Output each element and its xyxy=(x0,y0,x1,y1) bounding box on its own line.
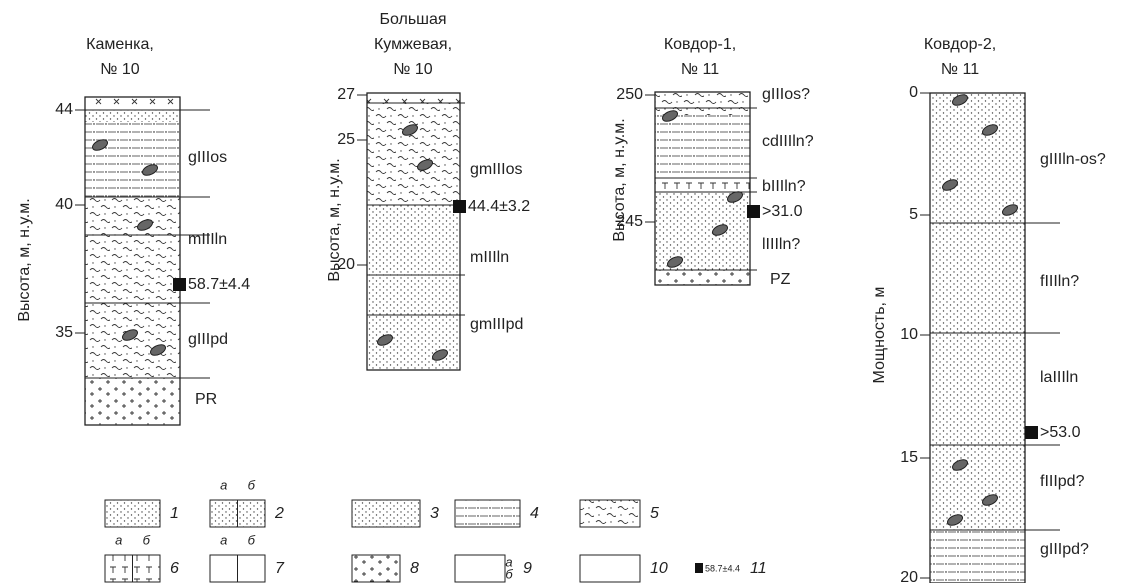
legend-swatch xyxy=(352,555,400,582)
column-title: Большая xyxy=(379,11,446,28)
axis-label: Высота, м, н.у.м. xyxy=(16,198,33,321)
legend-number: 4 xyxy=(530,505,539,522)
layer-fill xyxy=(930,333,1025,445)
legend-number: 11 xyxy=(750,560,767,577)
date-marker xyxy=(453,200,466,213)
date-marker xyxy=(747,205,760,218)
layer-fill xyxy=(85,97,180,110)
tick-label: 10 xyxy=(900,326,918,343)
date-label: >53.0 xyxy=(1040,424,1081,441)
legend-swatch xyxy=(455,555,505,582)
tick-label: 15 xyxy=(900,449,918,466)
layer-fill xyxy=(655,178,750,192)
column-title: № 10 xyxy=(393,61,433,78)
layer-fill xyxy=(655,115,750,178)
date-marker xyxy=(1025,426,1038,439)
tick-label: 27 xyxy=(337,86,355,103)
legend-swatch xyxy=(580,555,640,582)
legend-number: 9 xyxy=(523,560,532,577)
column-title: Кумжевая, xyxy=(374,36,452,53)
layer-fill xyxy=(367,205,460,275)
axis-label: Мощность, м xyxy=(871,287,888,384)
layer-label: fIIIln? xyxy=(1040,273,1079,290)
layer-label: mIIIln xyxy=(188,231,227,248)
layer-label: PR xyxy=(195,391,217,408)
legend-number: 10 xyxy=(650,560,668,577)
layer-label: fIIIpd? xyxy=(1040,473,1085,490)
legend-sub: а xyxy=(115,532,122,547)
layer-label: cdIIIln? xyxy=(762,133,814,150)
legend-sub: б xyxy=(248,477,256,492)
legend-number: 2 xyxy=(274,505,284,522)
layer-fill xyxy=(367,275,460,315)
legend-number: 3 xyxy=(430,505,439,522)
tick-label: 250 xyxy=(616,86,643,103)
layer-fill xyxy=(85,110,180,122)
column-title: Ковдор-1, xyxy=(664,36,736,53)
column-title: Каменка, xyxy=(86,36,154,53)
layer-fill xyxy=(655,270,750,285)
legend-swatch xyxy=(580,500,640,527)
tick-label: 20 xyxy=(337,256,355,273)
legend-sub: б xyxy=(248,532,256,547)
figure: Каменка,№ 10Высота, м, н.у.м.444035gIIIo… xyxy=(0,0,1130,583)
tick-label: 20 xyxy=(900,569,918,583)
legend-sub: а xyxy=(220,477,227,492)
layer-fill xyxy=(85,378,180,425)
legend-number: 7 xyxy=(275,560,285,577)
tick-label: 44 xyxy=(55,101,73,118)
layer-label: gIIIpd? xyxy=(1040,541,1089,558)
layer-fill xyxy=(655,192,750,270)
legend-sub: а xyxy=(220,532,227,547)
column-title: № 11 xyxy=(941,61,979,78)
layer-label: gIIIln-os? xyxy=(1040,151,1106,168)
layer-fill xyxy=(930,223,1025,333)
layer-fill xyxy=(85,122,180,197)
tick-label: 35 xyxy=(55,324,73,341)
legend-number: 1 xyxy=(170,505,179,522)
layer-fill xyxy=(85,235,180,303)
layer-label: gIIIos xyxy=(188,149,227,166)
layer-fill xyxy=(930,530,1025,583)
legend-number: 8 xyxy=(410,560,419,577)
layer-fill xyxy=(930,445,1025,530)
column-title: № 10 xyxy=(100,61,140,78)
date-label: 44.4±3.2 xyxy=(468,198,530,215)
layer-label: lIIIln? xyxy=(762,236,800,253)
layer-fill xyxy=(85,303,180,378)
tick-label: 40 xyxy=(55,196,73,213)
date-label: 58.7±4.4 xyxy=(188,276,250,293)
legend-swatch xyxy=(455,500,520,527)
legend-number: 5 xyxy=(650,505,659,522)
layer-label: laIIIln xyxy=(1040,369,1078,386)
tick-label: 245 xyxy=(616,213,643,230)
legend-sample: 58.7±4.4 xyxy=(705,563,740,573)
layer-label: gmIIIos xyxy=(470,161,522,178)
legend-swatch xyxy=(105,500,160,527)
layer-label: mIIIln xyxy=(470,249,509,266)
layer-label: gIIIpd xyxy=(188,331,228,348)
layer-label: bIIIln? xyxy=(762,178,806,195)
layer-label: gIIIos? xyxy=(762,86,810,103)
layer-fill xyxy=(930,93,1025,223)
layer-label: PZ xyxy=(770,271,791,288)
legend-swatch xyxy=(352,500,420,527)
legend-sub: б xyxy=(143,532,151,547)
legend-swatch xyxy=(695,563,703,573)
tick-label: 25 xyxy=(337,131,355,148)
date-label: >31.0 xyxy=(762,203,803,220)
layer-fill xyxy=(367,93,460,103)
legend-number: 6 xyxy=(170,560,179,577)
legend-sub: б xyxy=(505,566,513,581)
column-title: Ковдор-2, xyxy=(924,36,996,53)
date-marker xyxy=(173,278,186,291)
tick-label: 5 xyxy=(909,206,918,223)
layer-fill xyxy=(85,197,180,235)
layer-label: gmIIIpd xyxy=(470,316,523,333)
tick-label: 0 xyxy=(909,84,918,101)
column-title: № 11 xyxy=(681,61,719,78)
layer-fill xyxy=(367,103,460,205)
